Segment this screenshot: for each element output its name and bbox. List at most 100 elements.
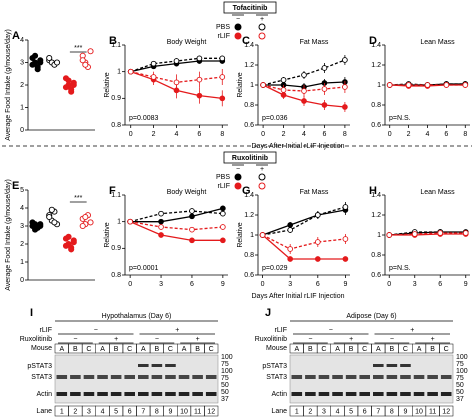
y-tick-label: 0.9 <box>111 95 121 102</box>
rlif-sign: − <box>329 327 333 334</box>
marker: 50 <box>456 389 464 396</box>
point <box>287 246 294 252</box>
legend-row: rLIF <box>218 183 230 190</box>
band <box>178 392 190 396</box>
dot <box>70 239 77 246</box>
point <box>196 76 203 83</box>
lane-number: 3 <box>87 408 91 415</box>
x-tick-label: 2 <box>407 131 411 138</box>
y-tick-label: 0.8 <box>371 102 381 109</box>
band <box>56 392 68 396</box>
point <box>220 224 226 230</box>
ruxolitinib-sign: + <box>196 336 200 343</box>
y-tick-label: 4 <box>20 205 24 212</box>
band <box>110 392 122 396</box>
rlif-sign: − <box>94 327 98 334</box>
row-label: Ruxolitinib <box>255 336 287 343</box>
x-tick-label: 2 <box>152 131 156 138</box>
marker: 50 <box>456 382 464 389</box>
y-tick-label: 1 <box>117 219 121 226</box>
chart-title: Lean Mass <box>420 39 455 46</box>
mouse-id: B <box>308 346 313 353</box>
band <box>359 375 370 379</box>
point <box>301 98 307 104</box>
point <box>321 65 328 71</box>
point <box>386 232 393 238</box>
lane-number: 10 <box>415 408 423 415</box>
row-label: Mouse <box>266 345 287 352</box>
legend-title: Tofacitinib <box>233 5 268 12</box>
point <box>260 82 266 88</box>
marker: 100 <box>221 368 233 375</box>
band <box>56 375 68 379</box>
legend-column: + <box>260 166 264 173</box>
band <box>413 392 425 396</box>
dot <box>51 219 58 226</box>
band-label: STAT3 <box>31 374 52 381</box>
lane-number: 12 <box>207 408 215 415</box>
y-tick-label: 0.8 <box>244 102 254 109</box>
y-tick-label: 1 <box>117 69 121 76</box>
band <box>386 392 398 396</box>
ruxolitinib-sign: − <box>155 336 159 343</box>
marker: 75 <box>456 361 464 368</box>
band <box>138 364 149 367</box>
lane-number: 3 <box>322 408 326 415</box>
point <box>342 204 349 210</box>
legend-box <box>223 151 277 164</box>
y-tick-label: 1 <box>20 104 24 111</box>
marker: 37 <box>221 396 229 403</box>
x-tick-label: 8 <box>220 131 224 138</box>
series-line <box>389 232 466 236</box>
y-tick-label: 1.2 <box>244 62 254 69</box>
chart-title: Lean Mass <box>420 189 455 196</box>
y-axis-label: Relative <box>237 72 244 97</box>
panel-label: J <box>265 307 271 319</box>
band <box>359 392 370 396</box>
dot <box>70 81 77 89</box>
panel-label: F <box>109 185 116 197</box>
x-tick-label: 4 <box>175 131 179 138</box>
point <box>150 60 157 67</box>
mouse-id: C <box>444 346 449 353</box>
ruxolitinib-sign: − <box>73 336 77 343</box>
annotation: *** <box>74 195 82 202</box>
lane-number: 1 <box>60 408 64 415</box>
lane-number: 10 <box>180 408 188 415</box>
mouse-id: A <box>59 346 64 353</box>
legend-marker <box>234 182 242 190</box>
dot <box>46 213 53 221</box>
x-axis-label: Days After Initial rLIF Injection <box>252 143 345 150</box>
dot <box>46 54 53 62</box>
mouse-id: A <box>294 346 299 353</box>
marker: 50 <box>221 389 229 396</box>
ruxolitinib-sign: − <box>308 336 312 343</box>
band <box>97 392 108 396</box>
mouse-id: B <box>390 346 395 353</box>
point <box>321 86 328 92</box>
point <box>424 82 431 88</box>
lane-cell <box>439 405 454 417</box>
y-tick-label: 0.6 <box>371 122 381 129</box>
panel-label: C <box>242 35 250 47</box>
legend-column: − <box>236 166 240 173</box>
dot <box>68 246 75 253</box>
x-tick-label: 0 <box>261 281 265 288</box>
x-tick-label: 8 <box>463 131 467 138</box>
x-tick-label: 0 <box>387 281 391 288</box>
lane-number: 5 <box>114 408 118 415</box>
band-label: pSTAT3 <box>262 363 287 370</box>
legend-marker <box>258 182 266 190</box>
panel-label: A <box>12 30 20 42</box>
band <box>345 375 357 379</box>
lane-label: Lane <box>271 408 287 415</box>
band <box>291 375 303 379</box>
lane-number: 4 <box>101 408 105 415</box>
point <box>150 74 157 80</box>
mouse-id: A <box>182 346 187 353</box>
point <box>173 58 180 64</box>
x-tick-label: 0 <box>388 131 392 138</box>
lane-number: 8 <box>155 408 159 415</box>
band <box>413 375 425 379</box>
y-tick-label: 1.2 <box>244 212 254 219</box>
